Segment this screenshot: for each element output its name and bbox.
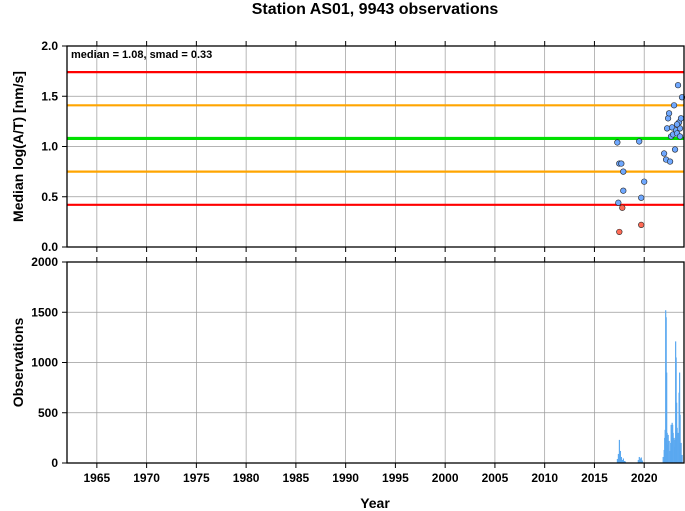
y-tick-label: 1000 <box>31 356 58 370</box>
data-point <box>638 221 645 228</box>
histogram-bar <box>676 427 678 463</box>
histogram-bar <box>616 458 619 463</box>
x-axis-label: Year <box>360 495 390 511</box>
y-tick-label: 1.0 <box>41 140 58 154</box>
histogram-bar <box>639 458 641 463</box>
histogram-bar <box>679 414 681 463</box>
y-tick-label: 2.0 <box>41 39 58 53</box>
data-point <box>665 110 673 117</box>
data-point <box>638 194 645 201</box>
data-point <box>664 115 672 122</box>
data-point <box>660 150 668 157</box>
data-point <box>671 146 679 153</box>
y-axis-label: Median log(A/T) [nm/s] <box>10 71 26 222</box>
data-point <box>616 228 623 236</box>
y-tick-label: 0.5 <box>41 190 58 204</box>
data-point <box>673 121 681 128</box>
y-tick-label: 0.0 <box>41 240 58 254</box>
y-tick-label: 2000 <box>31 255 58 269</box>
histogram-bar <box>668 440 670 463</box>
x-tick-label: 1990 <box>332 471 359 485</box>
histogram-bar <box>672 432 674 463</box>
histogram-bar <box>617 453 620 463</box>
x-tick-label: 2000 <box>432 471 459 485</box>
chart-title: Station AS01, 9943 observations <box>252 1 499 18</box>
histogram-bar <box>680 442 682 463</box>
y-tick-label: 0 <box>51 456 58 470</box>
y-axis-label: Observations <box>10 318 26 408</box>
data-point <box>614 139 621 146</box>
histogram-bar <box>624 461 626 463</box>
histogram-bar <box>621 459 623 463</box>
x-tick-label: 2005 <box>482 471 509 485</box>
median-panel: 0.0 0.5 1.0 1.5 2.0 Median log(A/T) [nm/s] med… <box>10 39 685 254</box>
histogram-bar <box>667 434 669 463</box>
data-point <box>619 204 626 211</box>
histogram-bar <box>620 456 623 463</box>
histogram-bar <box>666 372 668 463</box>
histogram-bar <box>641 460 643 463</box>
data-point <box>620 187 627 194</box>
data-point <box>663 125 671 132</box>
data-point <box>618 160 625 167</box>
histogram-bar <box>662 456 664 463</box>
x-tick-label: 2020 <box>631 471 658 485</box>
x-tick-label: 1985 <box>283 471 310 485</box>
y-tick-label: 500 <box>38 406 58 420</box>
histogram-bar <box>640 457 642 463</box>
observations-panel: 1965 1970 1975 1980 1985 1990 1995 2000 2005 2010… <box>10 255 685 485</box>
stats-annotation: median = 1.08, smad = 0.33 <box>71 49 212 61</box>
histogram-bar <box>677 432 679 463</box>
data-point <box>674 82 682 89</box>
plot-frame <box>66 45 685 248</box>
data-point <box>666 158 674 165</box>
histogram-bar <box>622 458 624 463</box>
y-tick-label: 1500 <box>31 305 58 319</box>
histogram-bar <box>681 454 683 463</box>
x-tick-label: 2015 <box>581 471 608 485</box>
data-point <box>676 133 684 140</box>
data-point <box>636 138 643 145</box>
histogram-bar <box>618 439 621 463</box>
y-tick-label: 1.5 <box>41 89 58 103</box>
data-point <box>620 168 627 175</box>
x-tick-label: 1965 <box>84 471 111 485</box>
data-point <box>615 199 622 206</box>
x-tick-label: 2010 <box>531 471 558 485</box>
x-tick-label: 1970 <box>133 471 160 485</box>
x-tick-label: 1995 <box>382 471 409 485</box>
data-point <box>641 178 648 185</box>
data-point <box>677 115 685 122</box>
histogram-bar <box>637 459 639 463</box>
histogram-bar <box>638 456 640 463</box>
plot-frame <box>66 261 685 464</box>
data-point <box>670 102 678 109</box>
x-tick-label: 1975 <box>183 471 210 485</box>
histogram-bar <box>619 450 622 463</box>
histogram-bar <box>623 460 625 463</box>
x-tick-label: 1980 <box>233 471 260 485</box>
